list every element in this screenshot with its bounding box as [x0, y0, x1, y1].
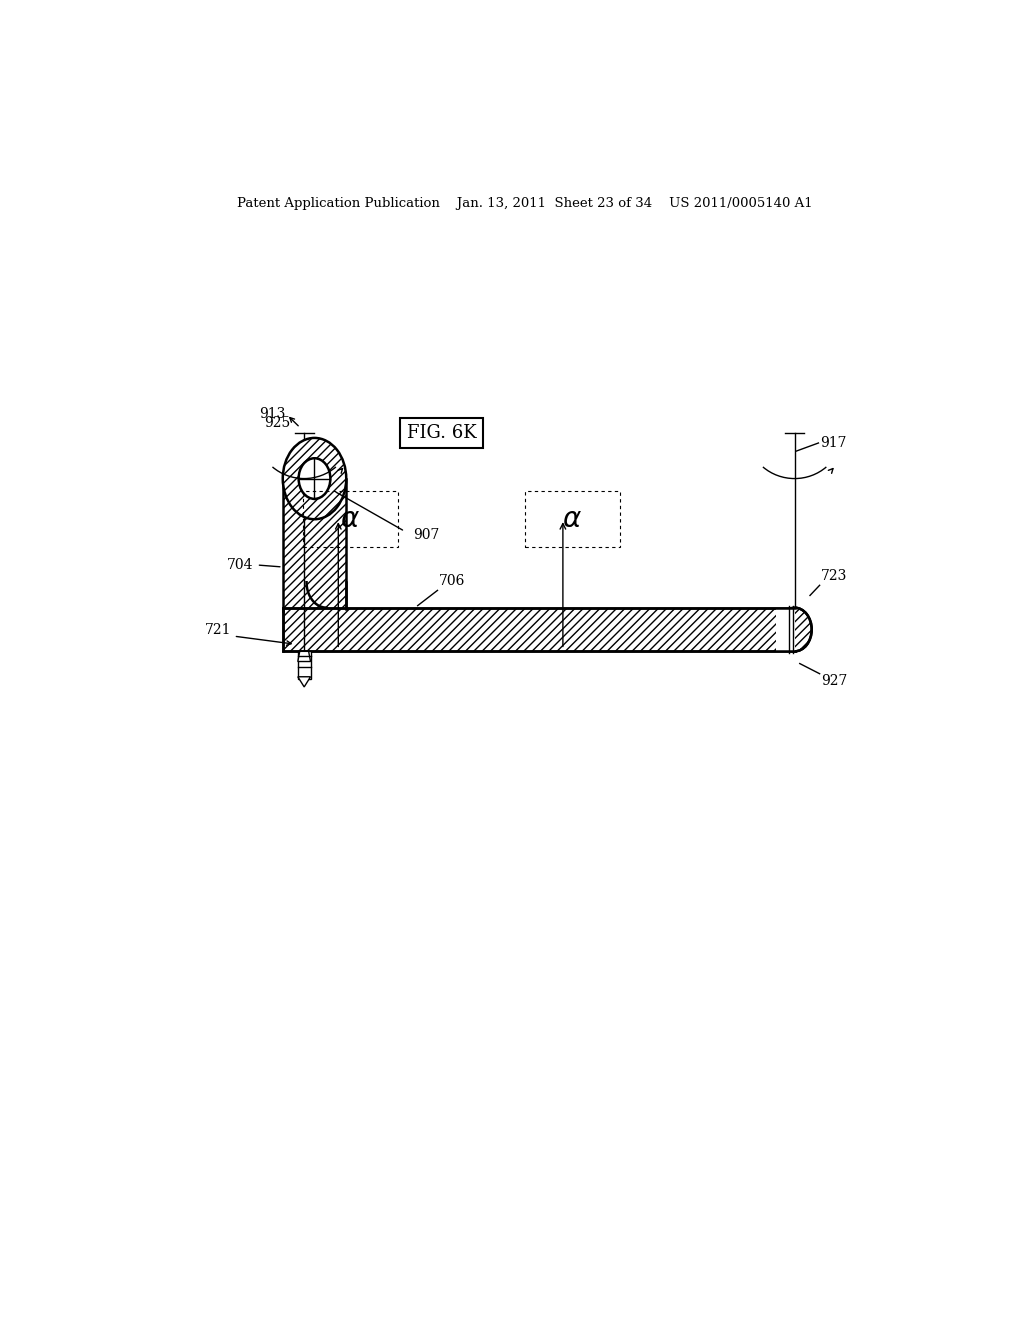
Bar	[298, 651, 310, 678]
Polygon shape	[298, 677, 310, 686]
Text: 721: 721	[205, 623, 231, 638]
Polygon shape	[283, 607, 795, 651]
Polygon shape	[283, 479, 346, 611]
Text: $\alpha$: $\alpha$	[562, 506, 583, 533]
Text: $\alpha$: $\alpha$	[340, 506, 360, 533]
Text: 704: 704	[227, 558, 253, 572]
Text: 917: 917	[820, 436, 847, 450]
Text: 907: 907	[413, 528, 439, 543]
Bar	[776, 607, 795, 651]
Circle shape	[283, 438, 346, 519]
Text: 723: 723	[821, 569, 848, 583]
Text: 927: 927	[821, 673, 848, 688]
Bar	[303, 491, 397, 548]
Bar	[524, 491, 620, 548]
Circle shape	[777, 607, 812, 651]
Circle shape	[299, 458, 331, 499]
Text: 706: 706	[439, 574, 466, 589]
Polygon shape	[298, 651, 310, 661]
Text: 913: 913	[259, 407, 285, 421]
Text: Patent Application Publication    Jan. 13, 2011  Sheet 23 of 34    US 2011/00051: Patent Application Publication Jan. 13, …	[237, 197, 813, 210]
Text: FIG. 6K: FIG. 6K	[407, 424, 476, 442]
Text: 925: 925	[263, 416, 290, 430]
